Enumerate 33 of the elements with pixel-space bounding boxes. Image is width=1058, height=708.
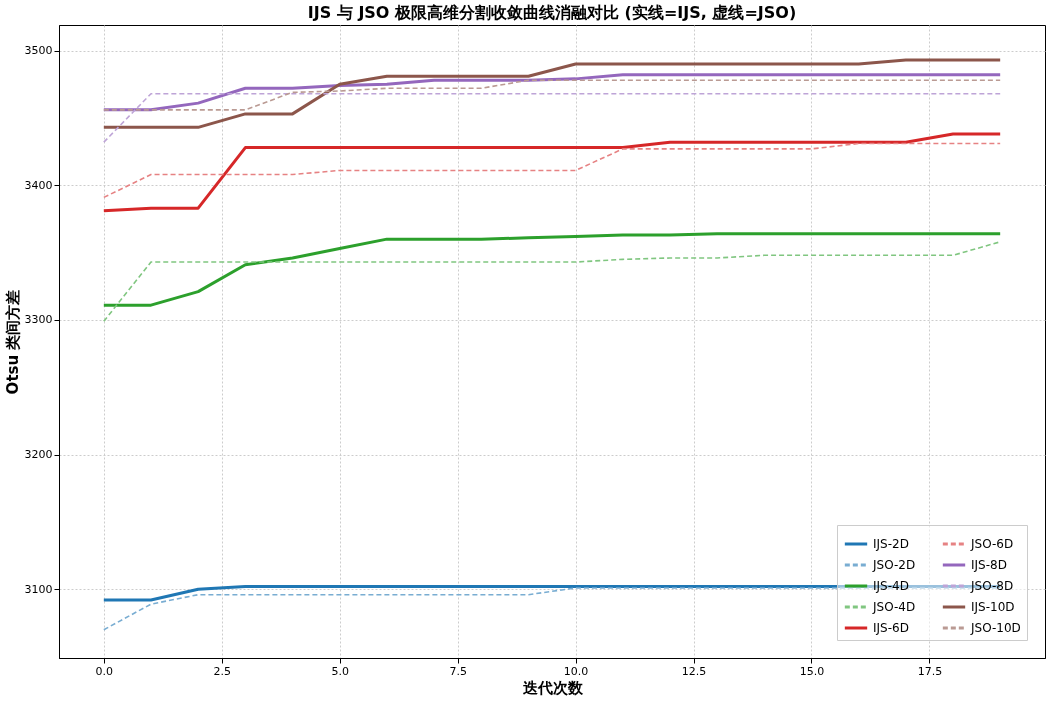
legend-label: IJS-6D <box>873 621 909 635</box>
x-axis-title: 迭代次数 <box>521 678 584 697</box>
y-tick-label: 3200 <box>24 448 53 462</box>
legend-label: JSO-2D <box>872 558 916 572</box>
x-tick-label: 17.5 <box>917 664 943 678</box>
line-series <box>103 142 1001 199</box>
x-tick-label: 12.5 <box>681 664 707 678</box>
line-series <box>102 232 1002 307</box>
legend-label: IJS-4D <box>873 579 909 593</box>
x-tick-label: 5.0 <box>331 664 349 678</box>
x-tick-label: 2.5 <box>213 664 232 678</box>
y-axis-title: Otsu 类间方差 <box>3 289 22 395</box>
chart-title: IJS 与 JSO 极限高维分割收敛曲线消融对比 (实线=IJS, 虚线=JSO) <box>307 3 797 22</box>
legend-label: IJS-2D <box>873 537 909 551</box>
y-tick-label: 3100 <box>24 582 53 596</box>
y-tick-label: 3500 <box>24 44 53 58</box>
legend-label: JSO-10D <box>970 621 1021 635</box>
legend-label: JSO-6D <box>970 537 1014 551</box>
x-tick-label: 15.0 <box>799 664 825 678</box>
line-series <box>103 241 1001 323</box>
y-tick-label: 3300 <box>24 313 53 327</box>
legend-label: JSO-8D <box>970 579 1014 593</box>
legend-label: IJS-10D <box>971 600 1015 614</box>
legend-label: IJS-8D <box>971 558 1007 572</box>
x-tick-label: 10.0 <box>563 664 589 678</box>
x-tick-label: 7.5 <box>449 664 467 678</box>
y-tick-label: 3400 <box>24 178 53 192</box>
line-series <box>102 73 1002 112</box>
line-series <box>103 79 1001 111</box>
line-series <box>102 58 1002 129</box>
line-series <box>102 132 1002 213</box>
legend-label: JSO-4D <box>872 600 916 614</box>
x-tick-label: 0.0 <box>95 664 114 678</box>
